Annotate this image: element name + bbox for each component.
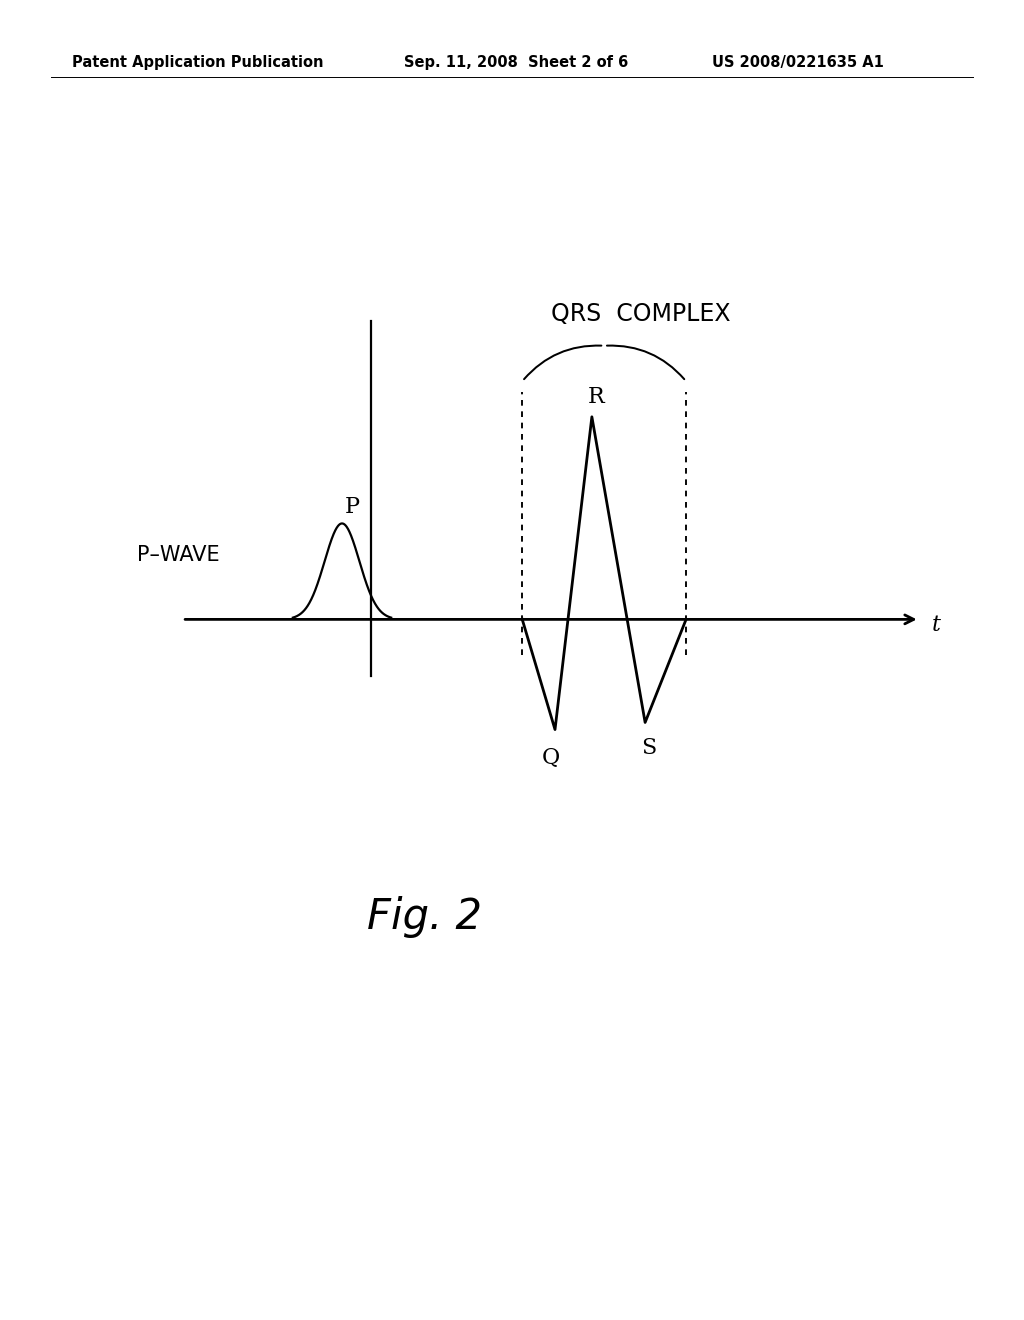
Text: R: R [588,387,604,408]
Text: P: P [344,496,359,517]
Text: S: S [642,737,656,759]
Text: Sep. 11, 2008  Sheet 2 of 6: Sep. 11, 2008 Sheet 2 of 6 [404,55,629,70]
Text: QRS  COMPLEX: QRS COMPLEX [551,302,731,326]
Text: Fig. 2: Fig. 2 [368,896,482,939]
Text: t: t [932,614,941,636]
Text: P–WAVE: P–WAVE [137,545,220,565]
Text: US 2008/0221635 A1: US 2008/0221635 A1 [712,55,884,70]
Text: Q: Q [542,747,560,770]
Text: Patent Application Publication: Patent Application Publication [72,55,324,70]
